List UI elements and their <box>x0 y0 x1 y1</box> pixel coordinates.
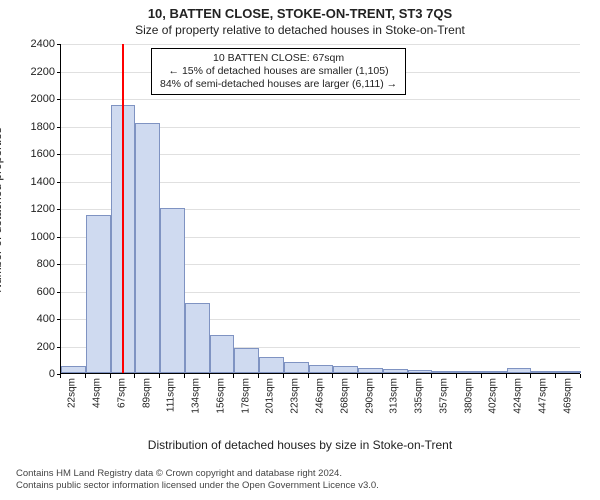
x-tick-label: 268sqm <box>339 378 350 414</box>
x-tick-mark <box>456 374 457 378</box>
y-tick-mark <box>57 209 61 210</box>
y-axis-label: Number of detached properties <box>0 127 4 292</box>
x-tick-mark <box>357 374 358 378</box>
x-tick-label: 89sqm <box>141 378 152 408</box>
x-tick-mark <box>233 374 234 378</box>
x-tick-mark <box>134 374 135 378</box>
bar <box>210 335 235 374</box>
x-axis-label: Distribution of detached houses by size … <box>0 438 600 452</box>
x-tick-mark <box>382 374 383 378</box>
bar <box>309 365 334 373</box>
page-title: 10, BATTEN CLOSE, STOKE-ON-TRENT, ST3 7Q… <box>0 0 600 21</box>
x-tick-mark <box>332 374 333 378</box>
x-tick-label: 402sqm <box>488 378 499 414</box>
x-tick-mark <box>580 374 581 378</box>
bar <box>531 371 556 373</box>
x-tick-mark <box>159 374 160 378</box>
x-tick-label: 111sqm <box>166 378 177 412</box>
x-tick-mark <box>431 374 432 378</box>
footer-line-1: Contains HM Land Registry data © Crown c… <box>16 468 379 480</box>
bar <box>259 357 284 374</box>
bar <box>432 371 457 373</box>
x-tick-label: 223sqm <box>290 378 301 414</box>
x-tick-label: 201sqm <box>265 378 276 414</box>
x-tick-label: 380sqm <box>463 378 474 414</box>
bar <box>61 366 86 373</box>
annotation-line-1: 10 BATTEN CLOSE: 67sqm <box>160 52 397 65</box>
x-tick-mark <box>308 374 309 378</box>
x-tick-mark <box>110 374 111 378</box>
x-tick-mark <box>85 374 86 378</box>
x-tick-label: 134sqm <box>191 378 202 414</box>
x-tick-mark <box>506 374 507 378</box>
x-tick-label: 469sqm <box>562 378 573 414</box>
x-tick-mark <box>283 374 284 378</box>
y-tick-mark <box>57 127 61 128</box>
x-tick-mark <box>481 374 482 378</box>
chart-container: 0200400600800100012001400160018002000220… <box>60 44 580 414</box>
x-tick-label: 156sqm <box>215 378 226 414</box>
bar <box>86 215 111 373</box>
footer-attribution: Contains HM Land Registry data © Crown c… <box>16 468 379 492</box>
y-tick-mark <box>57 72 61 73</box>
grid-line <box>61 99 580 100</box>
grid-line <box>61 44 580 45</box>
y-tick-mark <box>57 319 61 320</box>
bar <box>507 368 532 374</box>
x-tick-mark <box>258 374 259 378</box>
x-tick-mark <box>209 374 210 378</box>
bar <box>556 371 581 373</box>
plot-area: 0200400600800100012001400160018002000220… <box>60 44 580 374</box>
bar <box>333 366 358 373</box>
annotation-line-2: ← 15% of detached houses are smaller (1,… <box>160 65 397 78</box>
bar <box>358 368 383 374</box>
y-tick-mark <box>57 154 61 155</box>
x-tick-mark <box>60 374 61 378</box>
footer-line-2: Contains public sector information licen… <box>16 480 379 492</box>
y-tick-mark <box>57 44 61 45</box>
x-tick-mark <box>555 374 556 378</box>
x-tick-label: 44sqm <box>92 378 103 408</box>
x-tick-label: 313sqm <box>389 378 400 414</box>
bar <box>160 208 185 373</box>
x-tick-label: 424sqm <box>513 378 524 414</box>
x-tick-mark <box>530 374 531 378</box>
y-tick-mark <box>57 237 61 238</box>
x-tick-label: 335sqm <box>414 378 425 414</box>
bar <box>234 348 259 373</box>
x-tick-label: 357sqm <box>438 378 449 414</box>
x-tick-label: 290sqm <box>364 378 375 414</box>
bar <box>408 370 433 373</box>
bar <box>135 123 160 373</box>
y-tick-mark <box>57 347 61 348</box>
bar <box>185 303 210 373</box>
x-tick-label: 447sqm <box>537 378 548 414</box>
highlight-marker <box>122 44 124 373</box>
bar <box>383 369 408 373</box>
annotation-line-3: 84% of semi-detached houses are larger (… <box>160 78 397 91</box>
y-tick-mark <box>57 292 61 293</box>
y-tick-mark <box>57 264 61 265</box>
bar <box>457 371 482 373</box>
y-tick-mark <box>57 99 61 100</box>
x-tick-mark <box>184 374 185 378</box>
bar <box>482 371 507 373</box>
x-tick-mark <box>407 374 408 378</box>
x-tick-label: 246sqm <box>315 378 326 414</box>
x-tick-label: 178sqm <box>240 378 251 414</box>
bar <box>284 362 309 373</box>
x-tick-label: 67sqm <box>116 378 127 408</box>
y-tick-mark <box>57 182 61 183</box>
x-tick-label: 22sqm <box>67 378 78 408</box>
annotation-box: 10 BATTEN CLOSE: 67sqm ← 15% of detached… <box>151 48 406 95</box>
page-subtitle: Size of property relative to detached ho… <box>0 21 600 37</box>
